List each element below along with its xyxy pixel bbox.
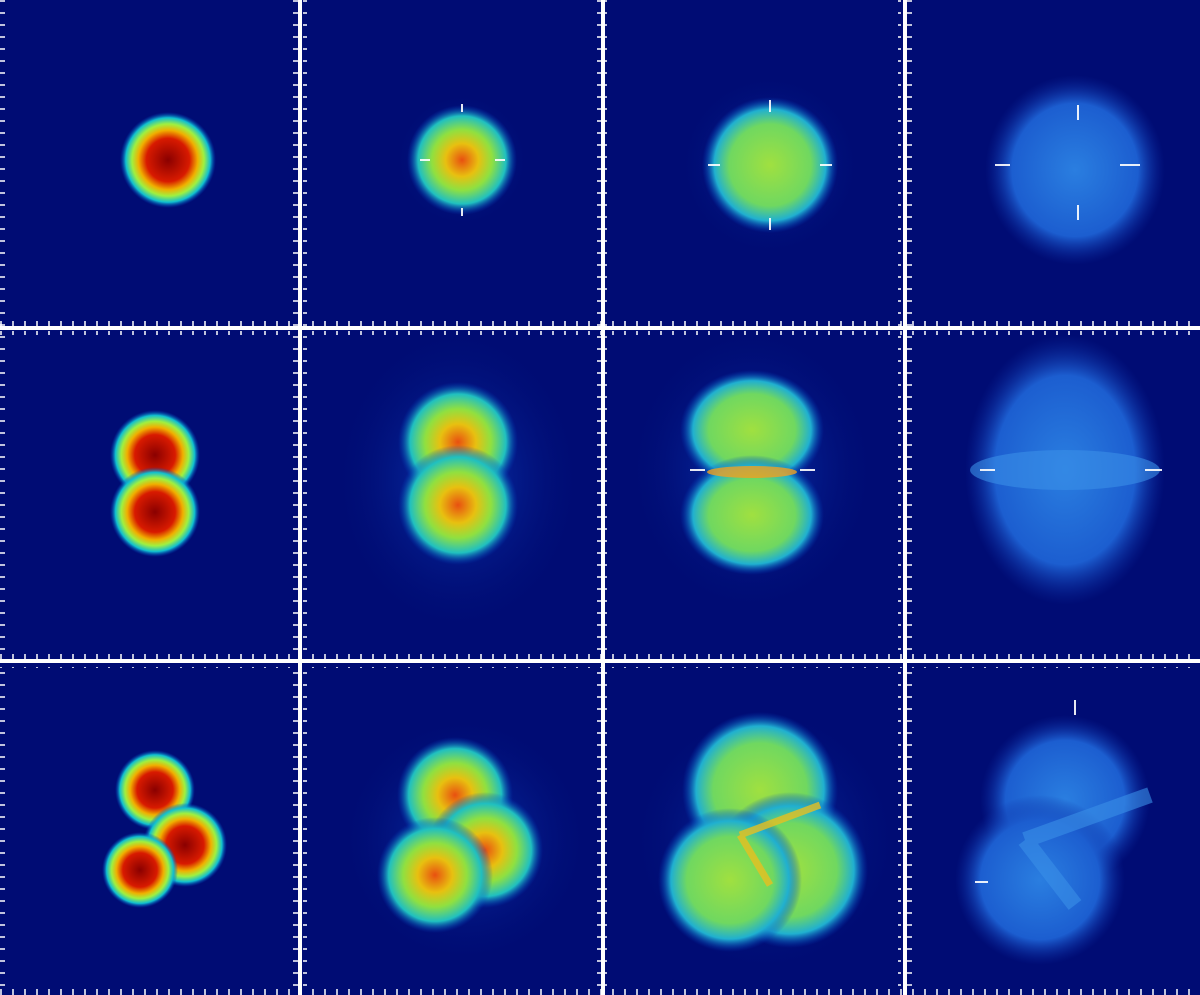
blob [377, 817, 493, 933]
blob [120, 112, 216, 208]
blob [680, 455, 824, 575]
blob [398, 445, 518, 565]
blob [702, 97, 838, 233]
blob [680, 370, 824, 490]
blob [102, 832, 178, 908]
shell [955, 795, 1125, 965]
blob [658, 808, 802, 952]
sheet [1018, 787, 1153, 910]
arrows [420, 100, 1162, 883]
sheet [707, 466, 797, 478]
sheet [736, 801, 822, 887]
sheet [970, 450, 1160, 490]
blob [110, 467, 200, 557]
blob [407, 105, 517, 215]
shell [985, 75, 1165, 265]
